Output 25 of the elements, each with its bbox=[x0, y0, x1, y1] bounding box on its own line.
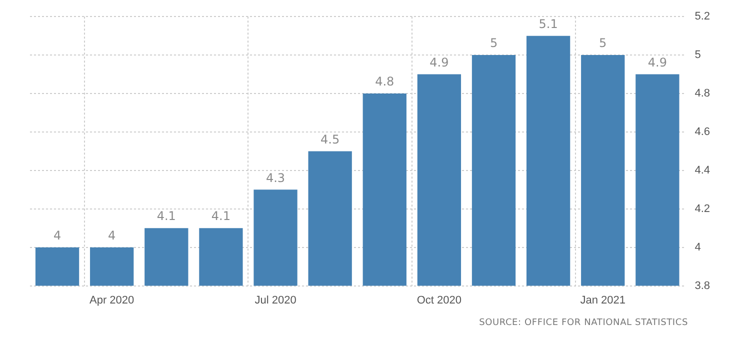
data-label: 4.9 bbox=[648, 55, 667, 70]
y-tick-label: 5 bbox=[694, 49, 701, 62]
x-tick-label: Oct 2020 bbox=[416, 294, 462, 306]
data-label: 4.1 bbox=[211, 209, 231, 224]
source-note: SOURCE: OFFICE FOR NATIONAL STATISTICS bbox=[478, 318, 688, 328]
data-label: 5 bbox=[490, 36, 498, 50]
x-tick-label: Apr 2020 bbox=[90, 294, 134, 306]
y-tick-label: 4.6 bbox=[694, 126, 710, 138]
data-label: 5 bbox=[599, 36, 607, 50]
x-tick-label: Jan 2021 bbox=[580, 294, 626, 306]
y-tick-label: 4.4 bbox=[694, 164, 710, 176]
data-label: 5.1 bbox=[538, 16, 558, 31]
y-tick-label: 4.8 bbox=[694, 88, 710, 100]
x-tick-label: Jul 2020 bbox=[254, 294, 296, 306]
data-label: 4 bbox=[53, 228, 62, 242]
data-label: 4.1 bbox=[156, 209, 176, 224]
data-label: 4 bbox=[108, 228, 116, 242]
data-label: 4.5 bbox=[320, 132, 340, 146]
data-label: 4.3 bbox=[266, 170, 286, 185]
data-label: 4.9 bbox=[430, 55, 449, 70]
y-tick-label: 5.2 bbox=[694, 10, 710, 23]
y-tick-label: 4 bbox=[694, 241, 701, 254]
y-tick-label: 4.2 bbox=[694, 202, 710, 215]
y-tick-label: 3.8 bbox=[694, 280, 710, 292]
data-label: 4.8 bbox=[375, 74, 394, 89]
